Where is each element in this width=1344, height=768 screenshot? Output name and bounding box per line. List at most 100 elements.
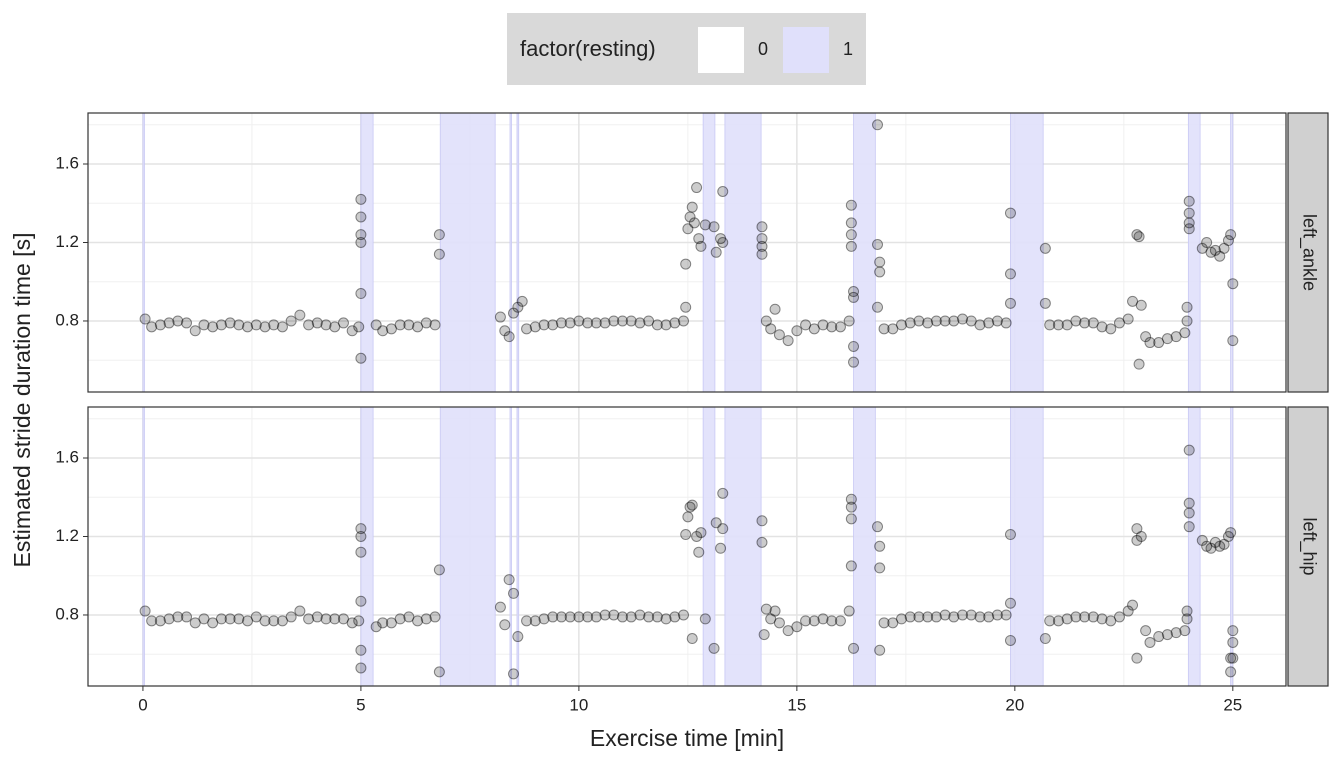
data-point — [691, 182, 703, 194]
panel-border — [87, 112, 1287, 393]
panel-background — [88, 407, 1286, 686]
data-point — [845, 240, 857, 252]
data-point — [1039, 242, 1051, 254]
data-point — [276, 321, 288, 333]
data-point — [1218, 538, 1230, 550]
data-point — [904, 317, 916, 329]
data-point — [1087, 317, 1099, 329]
data-point — [845, 229, 857, 241]
data-point — [684, 211, 696, 223]
x-tick-label: 25 — [1223, 695, 1242, 714]
data-point — [651, 319, 663, 331]
data-point — [1225, 652, 1237, 664]
data-point — [420, 317, 432, 329]
data-point — [1105, 323, 1117, 335]
data-point — [1039, 297, 1051, 309]
data-point — [555, 611, 567, 623]
data-point — [385, 323, 397, 335]
data-point — [512, 301, 524, 313]
data-point — [699, 613, 711, 625]
data-point — [1087, 611, 1099, 623]
data-point — [773, 329, 785, 341]
data-point — [904, 611, 916, 623]
data-point — [710, 517, 722, 529]
data-point — [507, 668, 519, 680]
data-point — [582, 611, 594, 623]
data-point — [1201, 540, 1213, 552]
data-point — [791, 621, 803, 633]
data-point — [717, 236, 729, 248]
data-point — [930, 315, 942, 327]
data-point — [634, 317, 646, 329]
data-point — [939, 315, 951, 327]
data-point — [769, 303, 781, 315]
data-point — [760, 603, 772, 615]
data-point — [895, 613, 907, 625]
data-point — [1061, 613, 1073, 625]
data-point — [294, 605, 306, 617]
data-point — [1179, 327, 1191, 339]
data-point — [708, 221, 720, 233]
data-point — [207, 617, 219, 629]
data-point — [680, 258, 692, 270]
data-point — [154, 615, 166, 627]
data-point — [1004, 268, 1016, 280]
data-point — [555, 317, 567, 329]
data-point — [922, 317, 934, 329]
data-point — [224, 317, 236, 329]
data-point — [845, 217, 857, 229]
data-point — [1140, 625, 1152, 637]
data-point — [433, 229, 445, 241]
strip-background — [1287, 112, 1329, 393]
data-point — [717, 487, 729, 499]
data-point — [651, 611, 663, 623]
data-point — [355, 229, 367, 241]
data-point — [529, 321, 541, 333]
data-point — [765, 613, 777, 625]
data-point — [433, 248, 445, 260]
data-point — [872, 238, 884, 250]
data-point — [695, 527, 707, 539]
data-point — [320, 319, 332, 331]
data-point — [1183, 444, 1195, 456]
data-point — [189, 617, 201, 629]
data-point — [503, 331, 515, 343]
data-point — [1113, 611, 1125, 623]
data-point — [1061, 319, 1073, 331]
data-point — [268, 615, 280, 627]
legend-key — [698, 27, 744, 73]
strip-label: left_ankle — [1298, 214, 1319, 291]
data-point — [874, 562, 886, 574]
data-point — [874, 266, 886, 278]
data-point — [154, 319, 166, 331]
y-tick-label: 1.6 — [55, 447, 79, 466]
data-point — [1135, 299, 1147, 311]
x-tick-label: 15 — [787, 695, 806, 714]
data-point — [250, 611, 262, 623]
data-point — [688, 217, 700, 229]
data-point — [1122, 313, 1134, 325]
strip-background — [1287, 406, 1329, 687]
data-point — [538, 319, 550, 331]
data-point — [939, 609, 951, 621]
data-point — [516, 295, 528, 307]
data-point — [403, 319, 415, 331]
data-point — [686, 499, 698, 511]
data-point — [843, 605, 855, 617]
data-point — [1000, 609, 1012, 621]
resting-interval — [439, 112, 496, 393]
resting-interval — [1010, 112, 1044, 393]
data-point — [1105, 615, 1117, 627]
data-point — [1181, 605, 1193, 617]
data-point — [826, 321, 838, 333]
resting-interval — [516, 406, 520, 687]
data-point — [1227, 335, 1239, 347]
data-point — [353, 615, 365, 627]
data-point — [1183, 217, 1195, 229]
data-point — [616, 611, 628, 623]
data-point — [529, 615, 541, 627]
data-point — [1127, 599, 1139, 611]
data-point — [538, 613, 550, 625]
data-point — [1183, 507, 1195, 519]
data-point — [669, 611, 681, 623]
